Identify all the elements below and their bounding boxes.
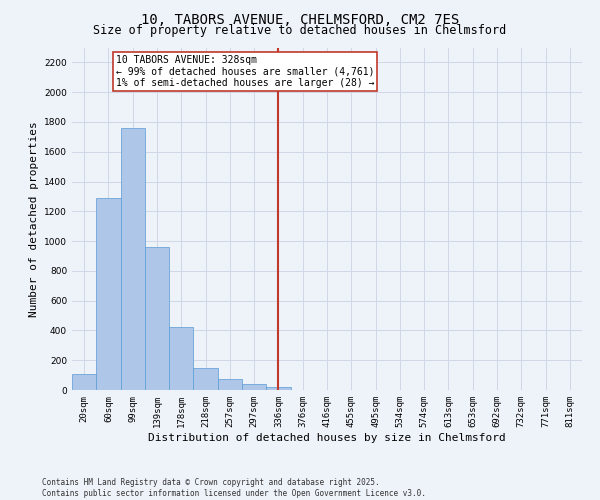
Text: 10 TABORS AVENUE: 328sqm
← 99% of detached houses are smaller (4,761)
1% of semi: 10 TABORS AVENUE: 328sqm ← 99% of detach… (116, 55, 374, 88)
Text: Contains HM Land Registry data © Crown copyright and database right 2025.
Contai: Contains HM Land Registry data © Crown c… (42, 478, 426, 498)
Bar (193, 368, 218, 390)
X-axis label: Distribution of detached houses by size in Chelmsford: Distribution of detached houses by size … (148, 432, 506, 442)
Bar (266, 386, 290, 390)
Bar (169, 328, 193, 390)
Text: 10, TABORS AVENUE, CHELMSFORD, CM2 7ES: 10, TABORS AVENUE, CHELMSFORD, CM2 7ES (141, 12, 459, 26)
Bar (242, 384, 266, 390)
Bar (218, 379, 242, 390)
Text: Size of property relative to detached houses in Chelmsford: Size of property relative to detached ho… (94, 24, 506, 37)
Bar (72, 374, 96, 390)
Bar (121, 128, 145, 390)
Y-axis label: Number of detached properties: Number of detached properties (29, 121, 38, 316)
Bar (96, 198, 121, 390)
Bar (145, 247, 169, 390)
